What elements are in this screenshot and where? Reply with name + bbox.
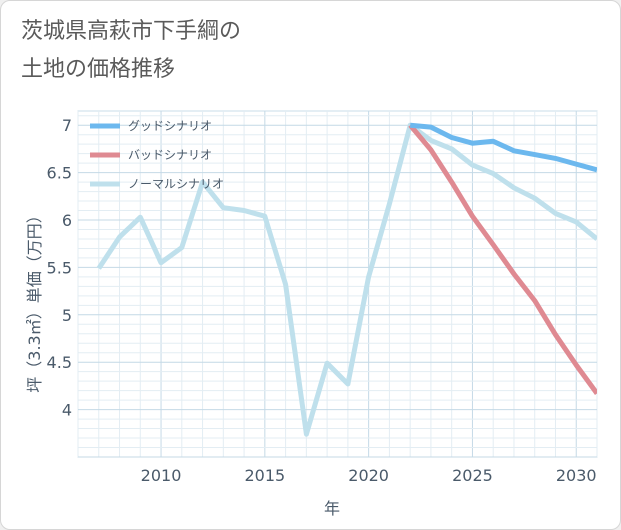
y-tick-label: 6.5 [47,164,72,183]
x-tick-label: 2030 [556,466,597,485]
legend-label-bad: バッドシナリオ [128,148,212,162]
x-axis-label: 年 [324,499,340,518]
y-tick-label: 5 [62,306,72,325]
y-tick-label: 7 [62,116,72,135]
x-tick-label: 2010 [141,466,182,485]
series-line-bad [408,123,597,395]
y-axis-label: 坪（3.3㎡）単価（万円） [25,207,44,392]
x-tick-label: 2020 [348,466,389,485]
y-tick-label: 6 [62,211,72,230]
series-line-good [409,122,597,173]
title-line-1: 茨城県高萩市下手綱の [21,19,242,44]
page-title: 茨城県高萩市下手綱の 土地の価格推移 [21,13,541,89]
legend-label-normal: ノーマルシナリオ [128,177,224,191]
series-lines [96,122,597,437]
title-line-2: 土地の価格推移 [21,57,176,82]
legend-label-good: グッドシナリオ [128,119,212,133]
series-line-normal [96,122,597,437]
tick-labels: 2010 2015 2020 2025 2030 4 4.5 5 5.5 6 6.5 7 [47,116,597,485]
y-tick-label: 5.5 [47,258,72,277]
grid-lines [77,110,598,458]
x-tick-label: 2015 [244,466,285,485]
y-tick-label: 4.5 [47,353,72,372]
x-tick-label: 2025 [452,466,493,485]
y-tick-label: 4 [62,401,72,420]
